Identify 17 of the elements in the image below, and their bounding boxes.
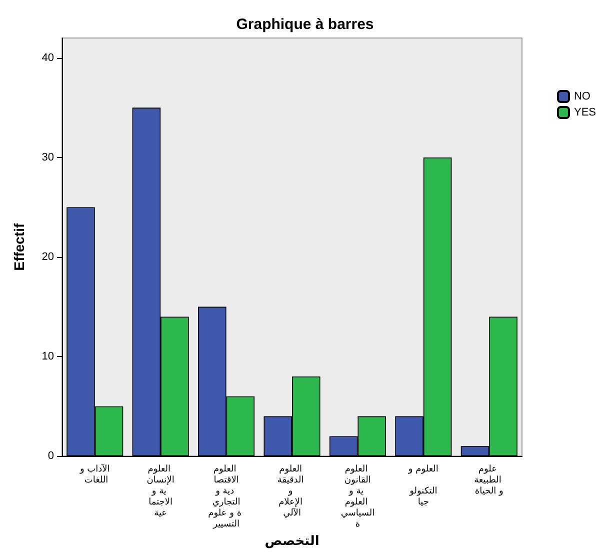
chart-title: Graphique à barres (236, 16, 374, 33)
y-tick-label: 20 (42, 251, 54, 264)
legend-label: YES (574, 106, 596, 118)
x-tick-label: العلوم القانونية و العلوم السياسية (340, 464, 375, 530)
y-tick-label: 40 (42, 52, 54, 64)
x-tick-label: العلوم الإنسانية و الاجتماعية (146, 464, 174, 519)
y-tick-label: 10 (42, 350, 54, 363)
x-tick-label: الآداب و اللغات (78, 464, 110, 486)
y-axis-title: Effectif (11, 222, 27, 271)
y-tick-label: 0 (48, 450, 54, 462)
y-tick-label: 30 (42, 151, 54, 164)
x-axis-title: التخصص (264, 534, 320, 549)
x-tick-label: العلوم الدقيقة و الإعلام الآلي (277, 464, 307, 519)
x-tick-label: العلوم الاقتصادية و التجارية و علوم التسيير (208, 464, 244, 530)
category-label: العلوم و التكنولوجيا (408, 464, 438, 508)
x-tick-label: علوم الطبيعة و الحياة (474, 464, 504, 497)
legend-label: NO (574, 90, 591, 102)
